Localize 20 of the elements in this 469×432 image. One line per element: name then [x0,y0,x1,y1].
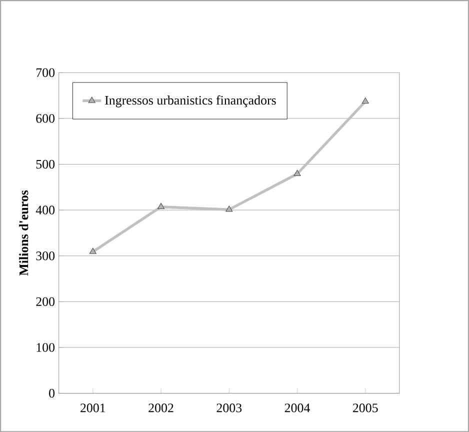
point [89,248,96,254]
y-tick-label: 700 [36,68,55,77]
x-tick-label: 2004 [284,403,310,412]
legend-label: Ingressos urbanistics finançadors [105,95,276,108]
y-tick-label: 600 [36,114,55,123]
y-tick-label: 100 [36,343,55,352]
y-tick-label: 300 [36,251,55,260]
x-tick-label: 2005 [352,403,378,412]
x-tick-label: 2003 [216,403,242,412]
x-tick-label: 2001 [80,403,106,412]
y-tick-label: 400 [36,206,55,214]
y-axis-title: Milions d'euros [19,190,28,276]
y-tick-label: 500 [36,160,55,169]
y-tick-label: 200 [36,297,55,306]
point [294,170,301,176]
point [362,97,369,104]
point [226,205,233,212]
y-tick-label: 0 [49,388,55,398]
point [157,202,165,209]
x-tick-label: 2002 [148,403,174,412]
